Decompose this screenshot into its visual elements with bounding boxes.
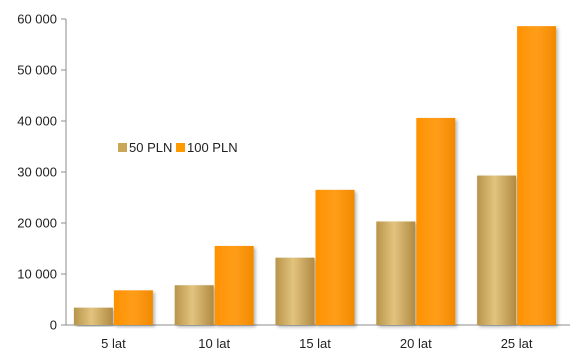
- bar-series-1: [73, 307, 113, 325]
- legend: 50 PLN 100 PLN: [118, 140, 238, 155]
- x-tick-label: 5 lat: [101, 336, 126, 351]
- y-tick-label: 20 000: [17, 216, 57, 231]
- bar-series-2: [416, 117, 456, 325]
- bar-series-2: [315, 189, 355, 325]
- bar-series-1: [275, 257, 315, 325]
- bar-series-1: [376, 221, 416, 325]
- y-tick-label: 10 000: [17, 267, 57, 282]
- y-axis-labels: 0 10 000 20 000 30 000 40 000 50 000 60 000: [17, 12, 57, 333]
- legend-label: 50 PLN: [129, 140, 172, 155]
- bar-series-2: [113, 290, 153, 325]
- y-tick-label: 30 000: [17, 165, 57, 180]
- legend-swatch: [118, 143, 127, 152]
- legend-swatch: [176, 143, 185, 152]
- y-tick-label: 50 000: [17, 63, 57, 78]
- x-tick-label: 20 lat: [400, 336, 432, 351]
- bar-series-2: [214, 245, 254, 325]
- x-tick-label: 10 lat: [198, 336, 230, 351]
- bars: [73, 26, 557, 325]
- y-tick-label: 60 000: [17, 12, 57, 27]
- bar-series-2: [517, 26, 557, 325]
- bar-series-1: [477, 175, 517, 325]
- bar-series-1: [174, 285, 214, 325]
- legend-label: 100 PLN: [187, 140, 238, 155]
- x-tick-label: 15 lat: [299, 336, 331, 351]
- y-tick-label: 40 000: [17, 114, 57, 129]
- x-tick-label: 25 lat: [501, 336, 533, 351]
- y-tick-label: 0: [50, 318, 57, 333]
- x-axis-labels: 5 lat 10 lat 15 lat 20 lat 25 lat: [101, 336, 533, 351]
